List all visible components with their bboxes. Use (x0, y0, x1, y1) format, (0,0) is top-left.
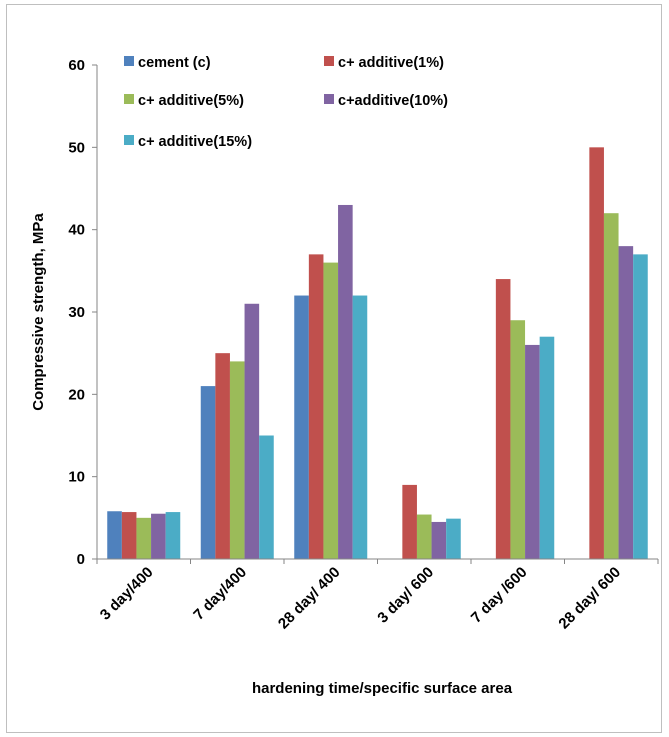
bar (510, 320, 526, 559)
legend: cement (c) c+ additive(1%) c+ additive(5%)… (124, 55, 448, 150)
x-tick-label: 7 day/400 (190, 564, 250, 624)
x-tick-label: 28 day/ 400 (275, 564, 344, 633)
bar (165, 512, 181, 559)
bar (323, 262, 339, 559)
bar (308, 254, 324, 559)
bar (416, 514, 432, 559)
legend-swatch (324, 56, 334, 66)
bar (229, 361, 245, 559)
bar (431, 521, 447, 559)
bar (633, 254, 648, 559)
bar (259, 435, 274, 559)
bar (539, 336, 555, 559)
x-tick-label: 3 day/400 (97, 564, 157, 624)
legend-label: c+additive(10%) (338, 93, 448, 109)
bar (618, 246, 634, 559)
bar (107, 511, 122, 559)
legend-swatch (124, 94, 134, 104)
y-axis-title: Compressive strength, MPa (30, 213, 47, 411)
x-tick-label: 3 day/ 600 (374, 564, 437, 627)
bar (294, 295, 309, 559)
bar (215, 353, 230, 559)
x-tick-label: 28 day/ 600 (555, 564, 624, 633)
y-tick-label: 60 (68, 57, 85, 74)
bar (525, 344, 540, 559)
y-tick-label: 50 (68, 139, 85, 156)
bar (402, 484, 417, 559)
bar (244, 303, 260, 559)
legend-swatch (124, 56, 134, 66)
x-tick-label: 7 day /600 (468, 564, 531, 627)
bar (589, 147, 604, 560)
bar (200, 386, 216, 559)
legend-swatch (124, 135, 134, 145)
x-axis-title: hardening time/specific surface area (252, 680, 513, 697)
legend-label: c+ additive(15%) (138, 134, 252, 150)
legend-label: cement (c) (138, 55, 211, 71)
bar (151, 513, 166, 559)
bar (352, 295, 368, 559)
legend-swatch (324, 94, 334, 104)
bar (338, 204, 353, 559)
y-tick-label: 20 (68, 386, 85, 403)
bar (495, 279, 511, 559)
y-tick-label: 30 (68, 304, 85, 321)
bar (446, 518, 461, 559)
bar (603, 213, 619, 559)
y-tick-label: 10 (68, 469, 85, 486)
legend-label: c+ additive(1%) (338, 55, 444, 71)
bar (136, 517, 152, 559)
legend-label: c+ additive(5%) (138, 93, 244, 109)
bar (121, 512, 137, 559)
y-tick-label: 40 (68, 222, 85, 239)
y-tick-label: 0 (77, 551, 85, 568)
